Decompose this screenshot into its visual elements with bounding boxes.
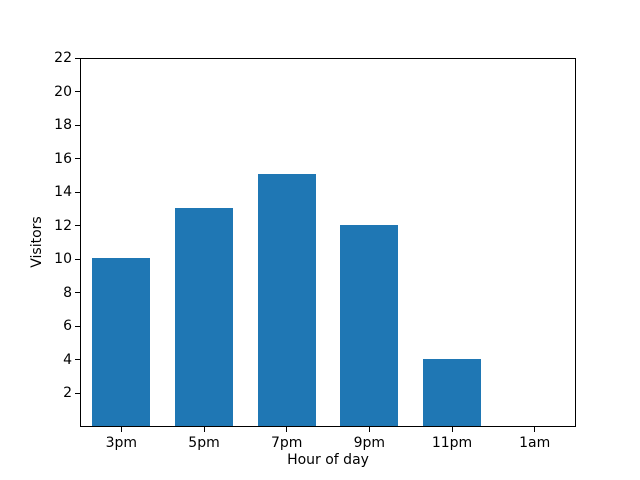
y-tick-label: 8: [63, 284, 72, 301]
x-tick-label: 9pm: [353, 435, 386, 451]
x-tick-mark: [451, 427, 453, 432]
y-tick-label: 16: [54, 150, 72, 167]
y-tick-mark: [75, 359, 80, 361]
y-tick-mark: [75, 292, 80, 294]
y-tick-label: 12: [54, 217, 72, 234]
y-tick-label: 22: [54, 50, 72, 66]
y-tick-label: 18: [54, 117, 72, 134]
y-tick-mark: [75, 392, 80, 394]
y-tick-mark: [75, 191, 80, 193]
x-tick-label: 1am: [519, 435, 551, 451]
x-tick-mark: [286, 427, 288, 432]
bar: [423, 358, 481, 426]
y-tick-mark: [75, 225, 80, 227]
x-tick-mark: [534, 427, 536, 432]
y-tick-mark: [75, 124, 80, 126]
x-tick-label: 7pm: [270, 435, 303, 451]
y-tick-label: 20: [54, 83, 72, 100]
y-axis-title: Visitors: [29, 216, 45, 268]
y-tick-mark: [75, 325, 80, 327]
y-tick-label: 4: [63, 351, 72, 368]
x-tick-mark: [203, 427, 205, 432]
y-tick-mark: [75, 258, 80, 260]
y-tick-mark: [75, 91, 80, 93]
x-tick-mark: [368, 427, 370, 432]
y-tick-label: 6: [63, 318, 72, 335]
plot-area: [80, 58, 576, 427]
bar: [175, 207, 233, 426]
y-tick-label: 2: [63, 385, 72, 402]
x-tick-mark: [120, 427, 122, 432]
y-tick-label: 10: [54, 251, 72, 268]
bar: [340, 224, 399, 426]
x-axis-title: Hour of day: [287, 452, 369, 468]
bar: [92, 258, 151, 426]
y-tick-mark: [75, 57, 80, 59]
x-tick-label: 3pm: [105, 435, 138, 451]
y-tick-label: 14: [54, 184, 72, 201]
x-tick-label: 5pm: [188, 435, 220, 451]
x-tick-label: 11pm: [431, 435, 473, 451]
bar: [257, 174, 316, 426]
y-tick-mark: [75, 158, 80, 160]
